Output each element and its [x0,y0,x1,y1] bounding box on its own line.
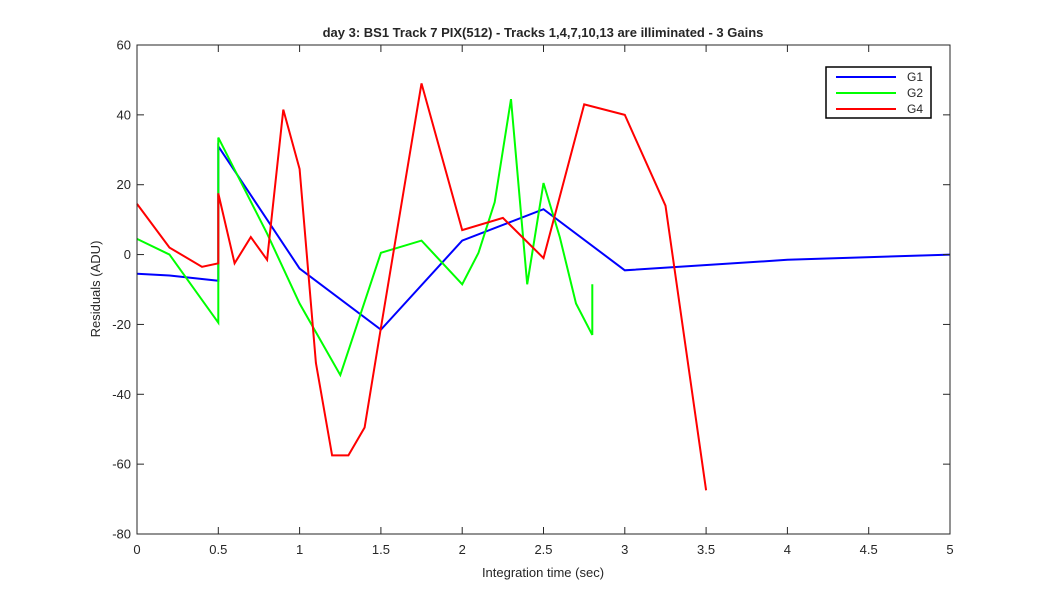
x-tick-label: 2.5 [534,542,552,557]
legend-label-g4: G4 [907,102,923,116]
series-line-g4 [136,83,708,491]
x-tick-label: 4 [784,542,791,557]
x-tick-label: 3 [621,542,628,557]
x-tick-label: 3.5 [697,542,715,557]
y-tick-label: -80 [112,527,131,542]
y-tick-label: -40 [112,387,131,402]
chart-title: day 3: BS1 Track 7 PIX(512) - Tracks 1,4… [323,25,764,40]
y-tick-label: -20 [112,317,131,332]
x-tick-label: 1 [296,542,303,557]
x-tick-label: 5 [946,542,953,557]
y-tick-label: -60 [112,457,131,472]
plot-area [137,45,950,534]
legend: G1 G2 G4 [825,66,932,119]
series-line-g2 [136,98,594,378]
series-layer [136,83,951,491]
legend-label-g2: G2 [907,86,923,100]
y-tick-label: 0 [124,247,131,262]
y-tick-label: 60 [117,38,131,53]
ticks-layer: 0 0.5 1 1.5 2 2.5 3 3.5 4 4.5 5 -80 -60 -40 -20 0 20 40 60 [112,38,953,558]
y-tick-label: 40 [117,107,131,122]
y-tick-label: 20 [117,177,131,192]
x-tick-label: 1.5 [372,542,390,557]
y-axis-label: Residuals (ADU) [88,241,103,338]
x-tick-label: 4.5 [860,542,878,557]
x-tick-label: 2 [459,542,466,557]
x-tick-label: 0.5 [209,542,227,557]
legend-label-g1: G1 [907,70,923,84]
x-tick-label: 0 [133,542,140,557]
plot-frame [136,44,951,535]
x-axis-label: Integration time (sec) [482,565,604,580]
